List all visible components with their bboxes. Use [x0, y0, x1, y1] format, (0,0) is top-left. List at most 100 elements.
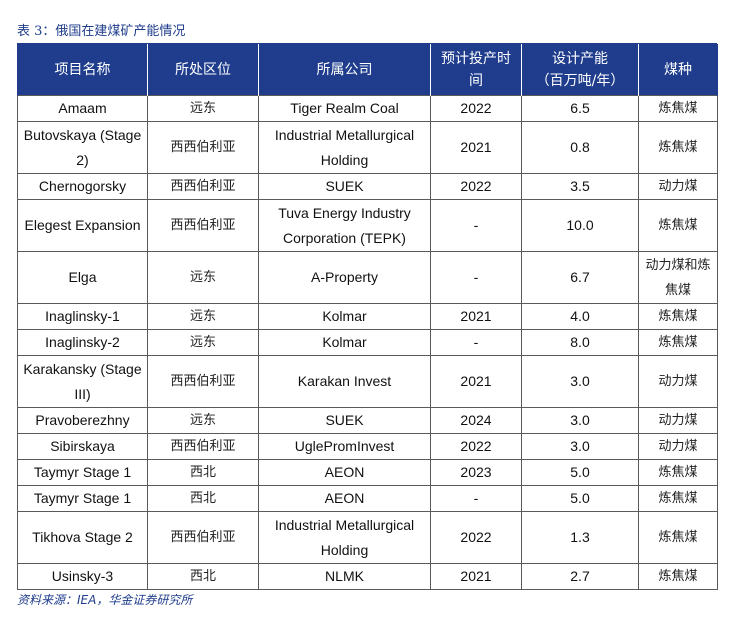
cell-coal-type: 动力煤: [638, 355, 718, 408]
cell-coal-type: 动力煤: [638, 173, 718, 200]
cell-start-year: 2023: [430, 459, 522, 486]
cell-capacity: 3.0: [521, 407, 639, 434]
table-row: Sibirskaya 西西伯利亚 UglePromInvest 2022 3.0…: [17, 433, 718, 460]
cell-project-name: Inaglinsky-2: [17, 329, 148, 356]
cell-coal-type: 炼焦煤: [638, 95, 718, 122]
table-row: Elga 远东 A-Property - 6.7 动力煤和炼焦煤: [17, 251, 718, 304]
cell-region: 西西伯利亚: [147, 433, 259, 460]
cell-capacity: 8.0: [521, 329, 639, 356]
cell-start-year: 2021: [430, 355, 522, 408]
cell-project-name: Tikhova Stage 2: [17, 511, 148, 564]
cell-region: 西西伯利亚: [147, 121, 259, 174]
cell-project-name: Chernogorsky: [17, 173, 148, 200]
cell-company: A-Property: [258, 251, 431, 304]
cell-region: 西西伯利亚: [147, 173, 259, 200]
cell-capacity: 2.7: [521, 563, 639, 590]
table-header-row: 项目名称 所处区位 所属公司 预计投产时间 设计产能 （百万吨/年） 煤种: [17, 44, 718, 96]
header-project-name: 项目名称: [17, 44, 148, 96]
cell-capacity: 0.8: [521, 121, 639, 174]
cell-company: Karakan Invest: [258, 355, 431, 408]
cell-region: 远东: [147, 303, 259, 330]
cell-start-year: -: [430, 251, 522, 304]
header-region: 所处区位: [147, 44, 259, 96]
header-capacity: 设计产能 （百万吨/年）: [521, 44, 639, 96]
table-row: Chernogorsky 西西伯利亚 SUEK 2022 3.5 动力煤: [17, 173, 718, 200]
cell-region: 西北: [147, 459, 259, 486]
cell-start-year: -: [430, 329, 522, 356]
cell-project-name: Elegest Expansion: [17, 199, 148, 252]
table-row: Taymyr Stage 1 西北 AEON - 5.0 炼焦煤: [17, 485, 718, 512]
cell-start-year: 2021: [430, 121, 522, 174]
cell-start-year: 2024: [430, 407, 522, 434]
cell-coal-type: 炼焦煤: [638, 459, 718, 486]
table-row: Inaglinsky-2 远东 Kolmar - 8.0 炼焦煤: [17, 329, 718, 356]
cell-start-year: -: [430, 199, 522, 252]
cell-coal-type: 动力煤: [638, 407, 718, 434]
cell-company: AEON: [258, 485, 431, 512]
cell-company: Tuva Energy Industry Corporation (TEPK): [258, 199, 431, 252]
cell-coal-type: 炼焦煤: [638, 121, 718, 174]
cell-start-year: -: [430, 485, 522, 512]
cell-company: NLMK: [258, 563, 431, 590]
cell-project-name: Karakansky (Stage III): [17, 355, 148, 408]
cell-capacity: 4.0: [521, 303, 639, 330]
cell-coal-type: 动力煤: [638, 433, 718, 460]
mine-capacity-table: 项目名称 所处区位 所属公司 预计投产时间 设计产能 （百万吨/年） 煤种 Ama…: [17, 44, 718, 590]
cell-company: Kolmar: [258, 303, 431, 330]
table-row: Pravoberezhny 远东 SUEK 2024 3.0 动力煤: [17, 407, 718, 434]
cell-start-year: 2022: [430, 173, 522, 200]
cell-capacity: 5.0: [521, 485, 639, 512]
cell-capacity: 5.0: [521, 459, 639, 486]
cell-project-name: Taymyr Stage 1: [17, 459, 148, 486]
cell-coal-type: 炼焦煤: [638, 303, 718, 330]
cell-company: Industrial Metallurgical Holding: [258, 121, 431, 174]
table-row: Elegest Expansion 西西伯利亚 Tuva Energy Indu…: [17, 199, 718, 252]
cell-project-name: Butovskaya (Stage 2): [17, 121, 148, 174]
cell-region: 远东: [147, 251, 259, 304]
cell-coal-type: 炼焦煤: [638, 329, 718, 356]
cell-coal-type: 炼焦煤: [638, 199, 718, 252]
cell-capacity: 3.0: [521, 433, 639, 460]
cell-company: Tiger Realm Coal: [258, 95, 431, 122]
header-start-year: 预计投产时间: [430, 44, 522, 96]
cell-region: 西西伯利亚: [147, 511, 259, 564]
table-row: Inaglinsky-1 远东 Kolmar 2021 4.0 炼焦煤: [17, 303, 718, 330]
cell-company: UglePromInvest: [258, 433, 431, 460]
cell-capacity: 1.3: [521, 511, 639, 564]
header-company: 所属公司: [258, 44, 431, 96]
cell-company: SUEK: [258, 407, 431, 434]
cell-company: SUEK: [258, 173, 431, 200]
cell-start-year: 2022: [430, 433, 522, 460]
cell-coal-type: 动力煤和炼焦煤: [638, 251, 718, 304]
cell-region: 远东: [147, 407, 259, 434]
cell-capacity: 3.5: [521, 173, 639, 200]
cell-project-name: Sibirskaya: [17, 433, 148, 460]
table-row: Karakansky (Stage III) 西西伯利亚 Karakan Inv…: [17, 355, 718, 408]
cell-region: 远东: [147, 95, 259, 122]
cell-region: 西西伯利亚: [147, 355, 259, 408]
cell-project-name: Elga: [17, 251, 148, 304]
cell-project-name: Pravoberezhny: [17, 407, 148, 434]
cell-start-year: 2022: [430, 511, 522, 564]
cell-start-year: 2021: [430, 303, 522, 330]
table-row: Taymyr Stage 1 西北 AEON 2023 5.0 炼焦煤: [17, 459, 718, 486]
cell-coal-type: 炼焦煤: [638, 485, 718, 512]
table-row: Amaam 远东 Tiger Realm Coal 2022 6.5 炼焦煤: [17, 95, 718, 122]
cell-coal-type: 炼焦煤: [638, 563, 718, 590]
cell-capacity: 3.0: [521, 355, 639, 408]
cell-start-year: 2022: [430, 95, 522, 122]
table-caption: 表 3：俄国在建煤矿产能情况: [17, 24, 186, 39]
cell-region: 西北: [147, 485, 259, 512]
cell-project-name: Amaam: [17, 95, 148, 122]
cell-project-name: Usinsky-3: [17, 563, 148, 590]
source-note: 资料来源：IEA，华金证券研究所: [17, 593, 193, 607]
cell-capacity: 6.7: [521, 251, 639, 304]
table-row: Tikhova Stage 2 西西伯利亚 Industrial Metallu…: [17, 511, 718, 564]
table-row: Usinsky-3 西北 NLMK 2021 2.7 炼焦煤: [17, 563, 718, 590]
header-coal-type: 煤种: [638, 44, 718, 96]
cell-start-year: 2021: [430, 563, 522, 590]
cell-company: Industrial Metallurgical Holding: [258, 511, 431, 564]
cell-region: 西北: [147, 563, 259, 590]
cell-region: 西西伯利亚: [147, 199, 259, 252]
cell-coal-type: 炼焦煤: [638, 511, 718, 564]
